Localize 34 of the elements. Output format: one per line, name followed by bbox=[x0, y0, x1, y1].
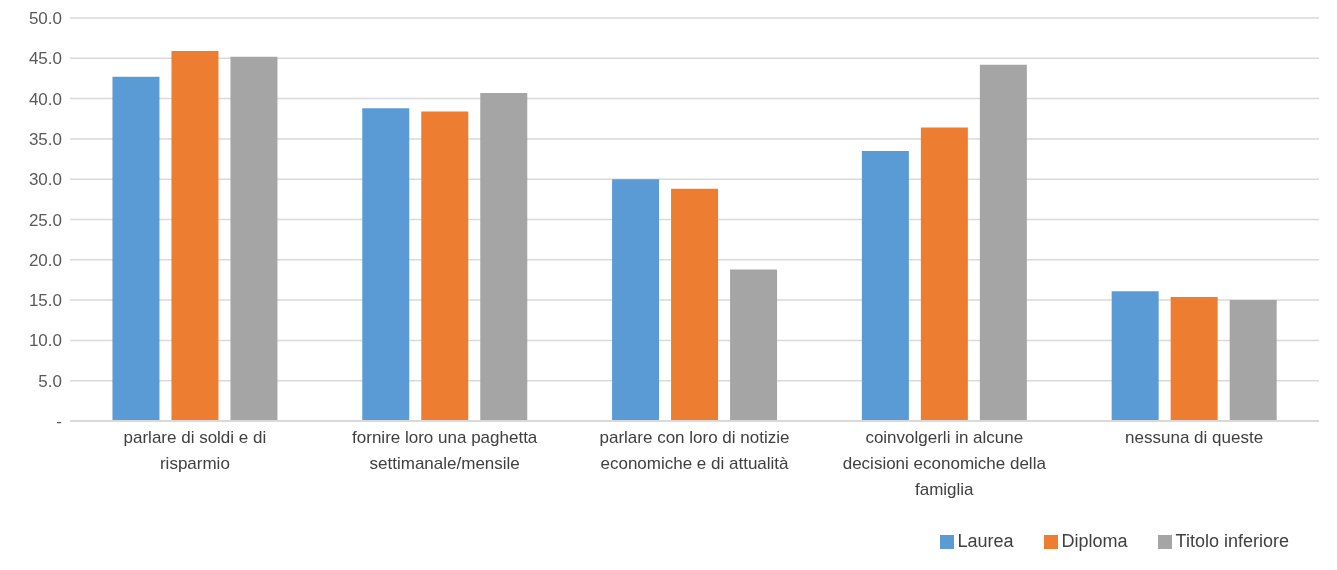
y-tick-label: 15.0 bbox=[28, 291, 62, 311]
bar bbox=[1229, 300, 1277, 421]
y-tick-label: 10.0 bbox=[28, 331, 62, 351]
bar bbox=[480, 92, 528, 421]
bar bbox=[230, 56, 278, 421]
x-tick-label: nessuna di queste bbox=[1125, 428, 1264, 447]
y-tick-label: 30.0 bbox=[28, 170, 62, 190]
y-tick-label: 35.0 bbox=[28, 129, 62, 149]
bar bbox=[112, 76, 160, 421]
bar bbox=[1170, 296, 1218, 421]
bar bbox=[612, 179, 660, 421]
y-tick-label: 40.0 bbox=[28, 89, 62, 109]
legend-label: Titolo inferiore bbox=[1175, 531, 1289, 551]
x-tick-label: fornire loro una paghetta settimanale/mensile bbox=[352, 428, 538, 473]
legend-label: Diploma bbox=[1061, 531, 1128, 551]
bar bbox=[920, 127, 968, 421]
x-tick-label: parlare di soldi e di risparmio bbox=[123, 428, 267, 473]
legend-label: Laurea bbox=[957, 531, 1014, 551]
bar bbox=[730, 269, 778, 421]
y-tick-label: - bbox=[56, 412, 62, 432]
bar bbox=[671, 188, 719, 421]
y-tick-label: 50.0 bbox=[28, 9, 62, 29]
bar bbox=[171, 51, 219, 421]
bar bbox=[1111, 291, 1159, 421]
x-tick-label: parlare con loro di notizie economiche e di attualità bbox=[599, 428, 790, 473]
x-tick-label: coinvolgerli in alcune decisioni economiche della famiglia bbox=[842, 428, 1047, 499]
y-tick-label: 5.0 bbox=[38, 371, 62, 391]
y-tick-label: 45.0 bbox=[28, 49, 62, 69]
bar bbox=[979, 64, 1027, 421]
bar bbox=[861, 150, 909, 421]
bar bbox=[421, 111, 469, 421]
bar bbox=[362, 108, 410, 421]
y-tick-label: 20.0 bbox=[28, 250, 62, 270]
y-tick-label: 25.0 bbox=[28, 210, 62, 230]
